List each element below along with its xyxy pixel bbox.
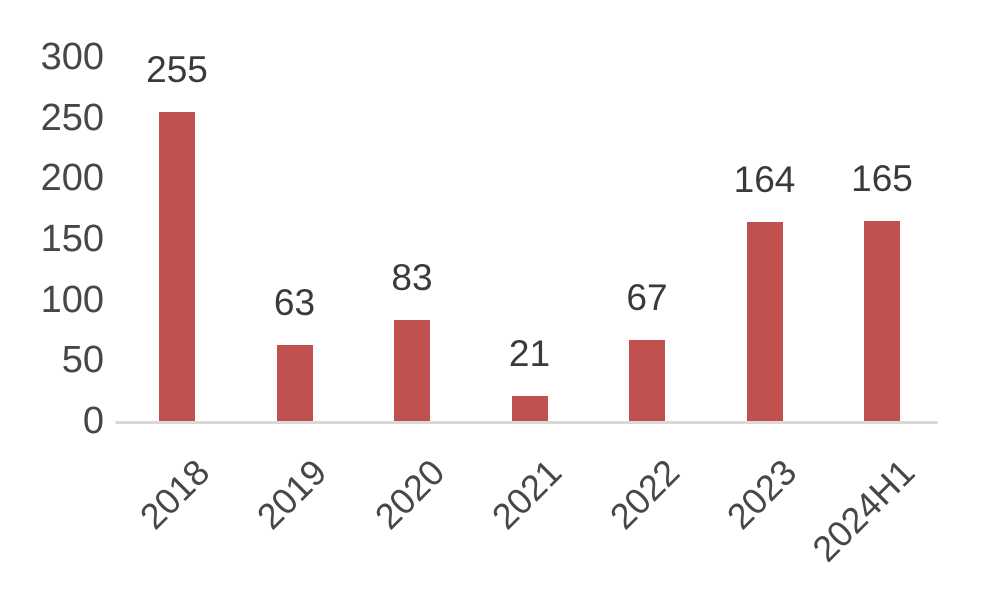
- x-axis-label-2018: 2018: [131, 451, 218, 537]
- y-axis-tick-label: 0: [82, 400, 104, 442]
- bar-2020: [394, 320, 430, 421]
- bar-value-label-2020: 83: [391, 257, 433, 298]
- y-axis-tick-label: 100: [40, 278, 104, 321]
- bar-value-label-2023: 164: [733, 159, 796, 200]
- x-axis-label-2020: 2020: [366, 451, 453, 537]
- bar-2022: [629, 340, 665, 421]
- bar-value-label-2024H1: 165: [851, 158, 913, 199]
- bar-2021: [511, 396, 548, 421]
- bar-value-label-2019: 63: [273, 282, 316, 323]
- x-axis-label-2024H1: 2024H1: [804, 451, 923, 570]
- bar-2024H1: [864, 221, 900, 421]
- y-axis-tick-label: 300: [40, 36, 104, 78]
- bar-value-label-2022: 67: [626, 277, 668, 318]
- bar-2019: [276, 345, 313, 421]
- bar-value-label-2018: 255: [146, 49, 208, 90]
- x-axis-line: [115, 421, 938, 424]
- x-axis-label-2019: 2019: [249, 451, 335, 537]
- x-axis-label-2022: 2022: [601, 451, 688, 537]
- bar-value-label-2021: 21: [508, 333, 551, 374]
- y-axis-tick-label: 200: [40, 157, 104, 200]
- y-axis-tick-label: 150: [40, 218, 104, 260]
- y-axis-tick-label: 50: [61, 339, 104, 382]
- x-axis-label-2021: 2021: [484, 451, 570, 537]
- bar-2018: [159, 112, 195, 421]
- bar-2023: [746, 222, 783, 421]
- y-axis-tick-label: 250: [40, 96, 104, 139]
- x-axis-label-2023: 2023: [719, 451, 805, 537]
